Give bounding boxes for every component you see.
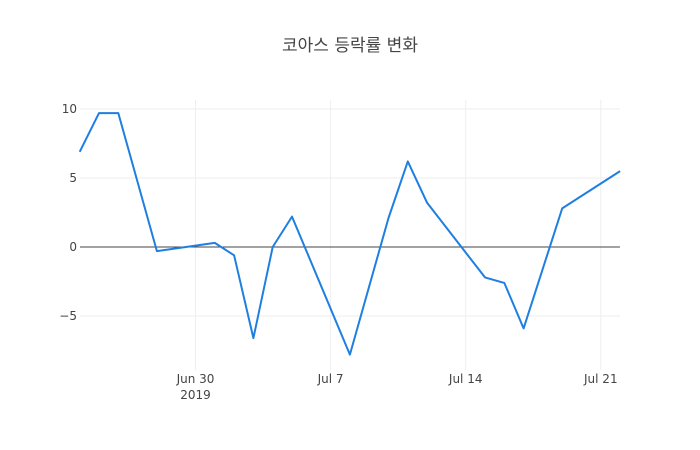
grid-lines — [80, 100, 620, 370]
data-series — [78, 112, 621, 356]
x-tick-label: Jul 21 — [583, 372, 618, 386]
x-axis-ticks: Jun 30 2019 Jul 7 Jul 14 Jul 21 — [176, 372, 618, 402]
x-tick-label: Jul 14 — [448, 372, 483, 386]
chart-title: 코아스 등락률 변화 — [282, 36, 418, 56]
x-tick-label: Jul 7 — [317, 372, 344, 386]
y-tick-label: 0 — [69, 240, 77, 254]
y-tick-label: −5 — [59, 309, 77, 323]
series-line — [78, 112, 621, 356]
x-tick-year-label: 2019 — [180, 388, 211, 402]
x-tick-label: Jun 30 — [176, 372, 215, 386]
y-tick-label: 5 — [69, 171, 77, 185]
y-axis-ticks: 10 5 0 −5 — [59, 102, 77, 323]
y-tick-label: 10 — [62, 102, 77, 116]
